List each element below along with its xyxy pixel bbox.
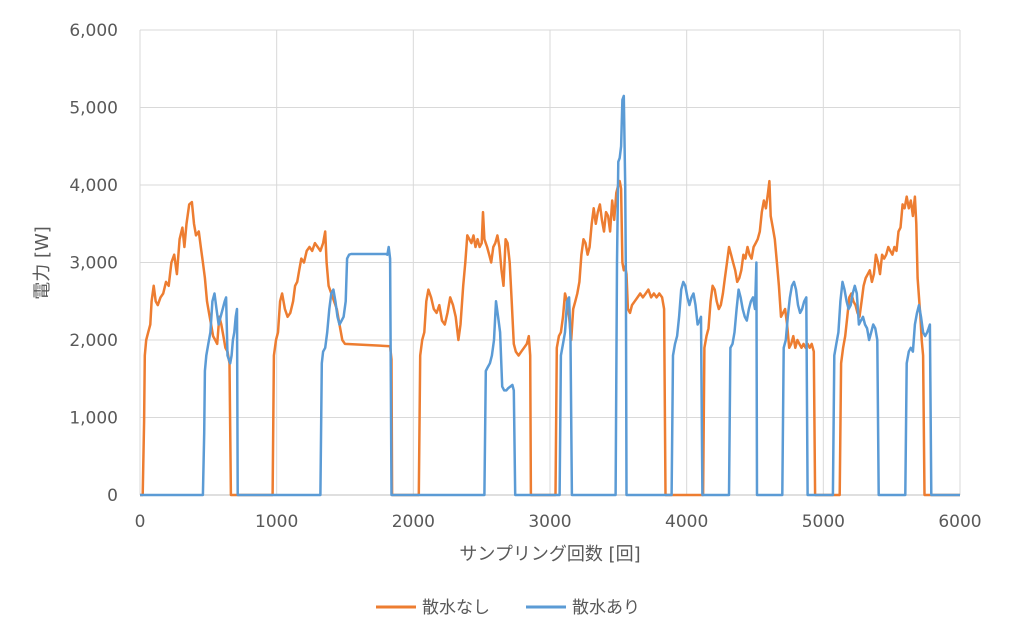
y-tick-label: 1,000: [69, 409, 118, 429]
x-tick-label: 0: [135, 512, 146, 532]
x-axis-label: サンプリング回数 [回]: [459, 544, 640, 565]
legend-label: 散水なし: [422, 598, 490, 618]
x-tick-label: 1000: [255, 512, 298, 532]
series-lines: [140, 94, 960, 497]
series-line-1: [140, 179, 960, 497]
series-line-2: [140, 94, 960, 497]
legend-label: 散水あり: [572, 598, 640, 618]
x-tick-label: 5000: [802, 512, 845, 532]
y-tick-label: 5,000: [69, 99, 118, 119]
y-axis-label: 電力 [W]: [32, 226, 53, 300]
y-tick-label: 0: [107, 486, 118, 506]
legend: 散水なし 散水あり: [376, 598, 640, 618]
y-tick-label: 2,000: [69, 331, 118, 351]
gridlines: [140, 29, 961, 495]
x-tick-label: 2000: [392, 512, 435, 532]
y-tick-label: 3,000: [69, 254, 118, 274]
tick-labels: 0 1,000 2,000 3,000 4,000 5,000 6,000 0 1000 2000…: [69, 21, 981, 532]
x-tick-label: 3000: [528, 512, 571, 532]
y-tick-label: 4,000: [69, 176, 118, 196]
x-tick-label: 6000: [938, 512, 981, 532]
y-tick-label: 6,000: [69, 21, 118, 41]
x-tick-label: 4000: [665, 512, 708, 532]
